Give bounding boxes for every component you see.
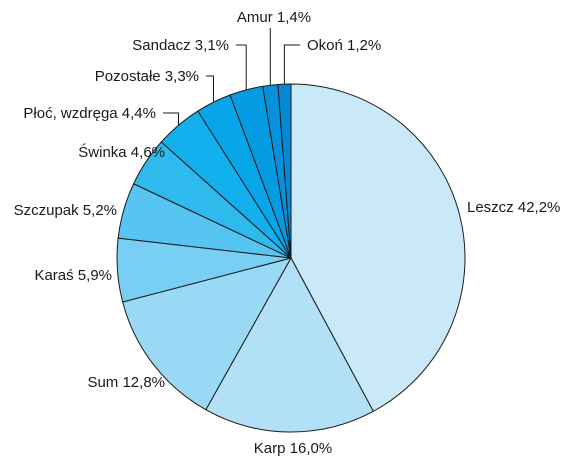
slice-label-karp: Karp 16,0%: [254, 440, 332, 457]
slice-labels: Leszcz 42,2% Karp 16,0% Sum 12,8% Karaś 5,9…: [14, 9, 561, 457]
pie-slice-sum: [122, 257, 292, 411]
slice-label-sandacz: Sandacz 3,1%: [132, 37, 229, 54]
slice-label-okon: Okoń 1,2%: [307, 37, 381, 54]
slice-label-karas: Karaś 5,9%: [34, 267, 112, 284]
slice-label-ploc-wzdrega: Płoć, wzdręga 4,4%: [23, 105, 156, 122]
pie-slices: [116, 83, 466, 433]
leader-line-ploc-wzdrega: [163, 112, 179, 126]
pie-slice-okon: [277, 83, 292, 259]
leader-line-pozostale: [206, 75, 214, 103]
leader-line-okon: [283, 44, 300, 85]
slice-label-pozostale: Pozostałe 3,3%: [95, 68, 199, 85]
leader-lines: [163, 28, 300, 126]
slice-label-szczupak: Szczupak 5,2%: [14, 202, 117, 219]
slice-label-swinka: Świnka 4,6%: [78, 143, 165, 161]
leader-line-sandacz: [236, 44, 247, 90]
slice-label-amur: Amur 1,4%: [237, 9, 311, 26]
slice-label-leszcz: Leszcz 42,2%: [467, 199, 560, 216]
pie-slice-karp: [205, 257, 374, 433]
pie-slice-leszcz: [290, 83, 466, 412]
slice-label-sum: Sum 12,8%: [87, 374, 165, 391]
